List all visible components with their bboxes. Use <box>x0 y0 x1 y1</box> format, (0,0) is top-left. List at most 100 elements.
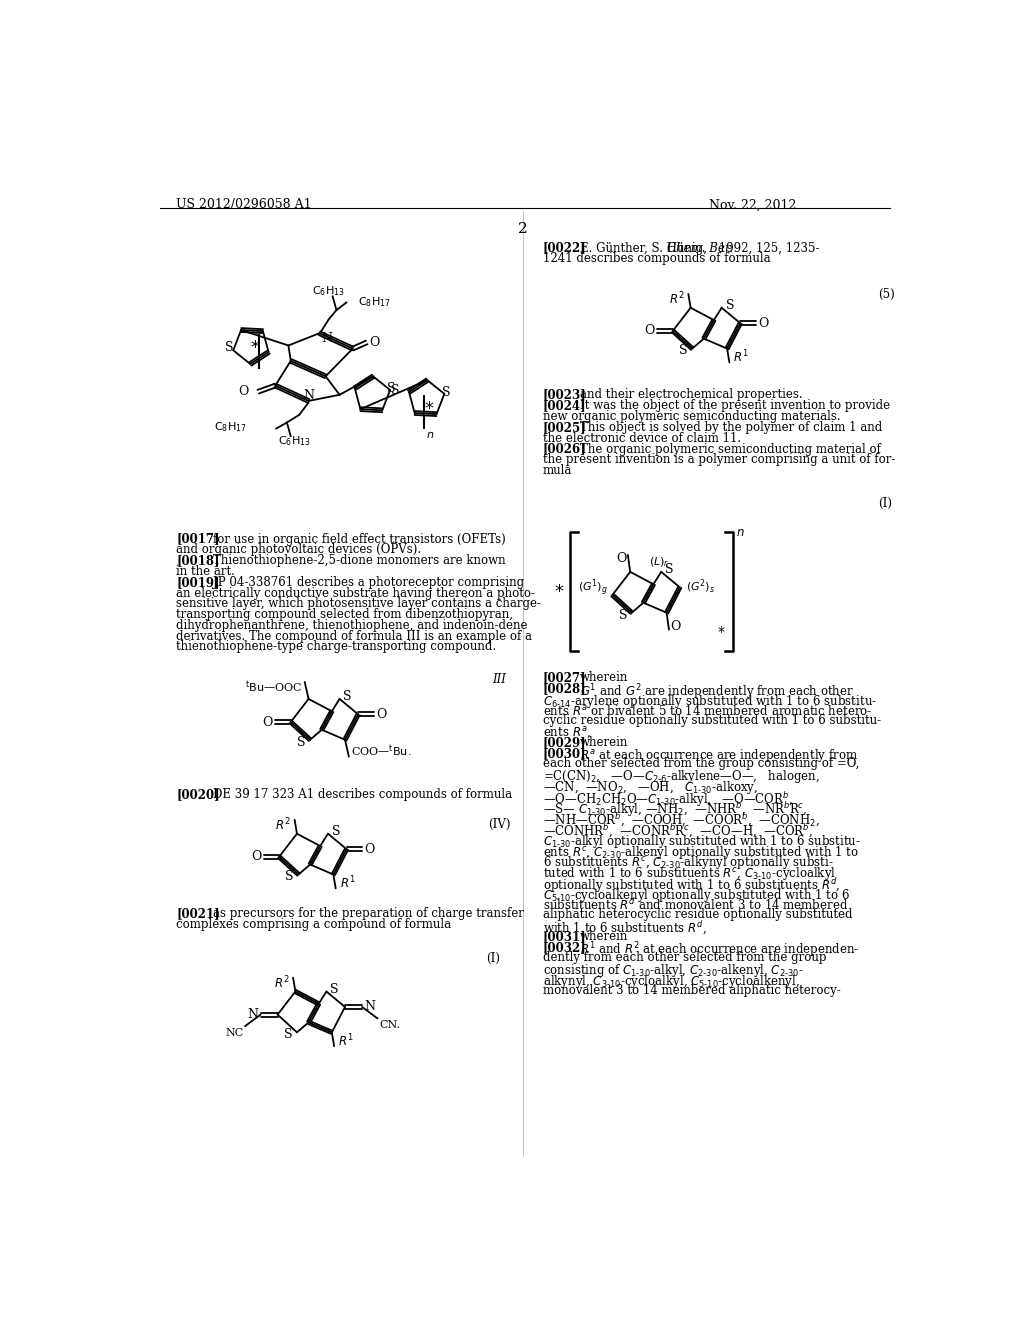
Text: dently from each other selected from the group: dently from each other selected from the… <box>543 952 826 965</box>
Text: $R^a$ at each occurrence are independently from: $R^a$ at each occurrence are independent… <box>580 747 858 764</box>
Text: monovalent 3 to 14 membered aliphatic heterocy-: monovalent 3 to 14 membered aliphatic he… <box>543 983 841 997</box>
Text: $R^2$: $R^2$ <box>273 974 289 991</box>
Text: dihydrophenanthrene, thienothiophene, and indenoin-dene: dihydrophenanthrene, thienothiophene, an… <box>176 619 527 632</box>
Text: [0017]: [0017] <box>176 533 219 545</box>
Text: as precursors for the preparation of charge transfer: as precursors for the preparation of cha… <box>213 907 524 920</box>
Text: US 2012/0296058 A1: US 2012/0296058 A1 <box>176 198 311 211</box>
Text: —S— $C_{1\text{-}30}$-alkyl, —NH$_2$,  —NHR$^b$,  —NR$^b$R$^c$,: —S— $C_{1\text{-}30}$-alkyl, —NH$_2$, —N… <box>543 800 807 820</box>
Text: mula: mula <box>543 465 572 477</box>
Text: *: * <box>250 339 259 358</box>
Text: [0024]: [0024] <box>543 400 587 412</box>
Text: new organic polymeric semiconducting materials.: new organic polymeric semiconducting mat… <box>543 411 841 424</box>
Text: wherein: wherein <box>580 737 628 748</box>
Text: S: S <box>679 345 687 358</box>
Text: S: S <box>387 381 396 395</box>
Text: $C_{5\text{-}10}$-cycloalkenyl optionally substituted with 1 to 6: $C_{5\text{-}10}$-cycloalkenyl optionall… <box>543 887 850 904</box>
Text: $R^2$: $R^2$ <box>669 290 684 308</box>
Text: derivatives. The compound of formula III is an example of a: derivatives. The compound of formula III… <box>176 630 532 643</box>
Text: ents $R^c$, $C_{2\text{-}30}$-alkenyl optionally substituted with 1 to: ents $R^c$, $C_{2\text{-}30}$-alkenyl op… <box>543 843 858 861</box>
Text: N: N <box>321 331 332 345</box>
Text: [0032]: [0032] <box>543 941 587 954</box>
Text: with 1 to 6 substituents $R^d$,: with 1 to 6 substituents $R^d$, <box>543 919 707 936</box>
Text: —CN,  —NO$_2$,   —OH,   $C_{1\text{-}30}$-alkoxy,: —CN, —NO$_2$, —OH, $C_{1\text{-}30}$-alk… <box>543 779 758 796</box>
Text: *: * <box>718 624 724 639</box>
Text: III: III <box>493 673 506 686</box>
Text: and their electrochemical properties.: and their electrochemical properties. <box>580 388 803 401</box>
Text: ents $R^a$ or bivalent 5 to 14 membered aromatic hetero-: ents $R^a$ or bivalent 5 to 14 membered … <box>543 704 871 718</box>
Text: $R^2$: $R^2$ <box>275 817 291 833</box>
Text: [0022]: [0022] <box>543 242 587 255</box>
Text: O: O <box>758 317 768 330</box>
Text: $n$: $n$ <box>426 430 434 440</box>
Text: S: S <box>441 385 451 399</box>
Text: This object is solved by the polymer of claim 1 and: This object is solved by the polymer of … <box>580 421 882 434</box>
Text: S: S <box>618 609 627 622</box>
Text: $\mathsf{C_6H_{13}}$: $\mathsf{C_6H_{13}}$ <box>279 434 311 447</box>
Text: S: S <box>286 870 294 883</box>
Text: ents $R^a$,: ents $R^a$, <box>543 725 591 741</box>
Text: thienothiophene-type charge-transporting compound.: thienothiophene-type charge-transporting… <box>176 640 497 653</box>
Text: consisting of $C_{1\text{-}30}$-alkyl, $C_{2\text{-}30}$-alkenyl, $C_{2\text{-}3: consisting of $C_{1\text{-}30}$-alkyl, $… <box>543 962 803 979</box>
Text: $R^1$: $R^1$ <box>340 875 355 891</box>
Text: $\mathsf{C_8H_{17}}$: $\mathsf{C_8H_{17}}$ <box>214 420 247 434</box>
Text: [0027]: [0027] <box>543 671 587 684</box>
Text: DE 39 17 323 A1 describes compounds of formula: DE 39 17 323 A1 describes compounds of f… <box>213 788 512 801</box>
Text: JP 04-338761 describes a photoreceptor comprising: JP 04-338761 describes a photoreceptor c… <box>213 576 524 589</box>
Text: COO—$\mathsf{^tBu.}$: COO—$\mathsf{^tBu.}$ <box>351 743 412 759</box>
Text: N: N <box>247 1008 258 1022</box>
Text: [0019]: [0019] <box>176 576 219 589</box>
Text: [0031]: [0031] <box>543 929 587 942</box>
Text: $R^1$ and $R^2$ at each occurrence are independen-: $R^1$ and $R^2$ at each occurrence are i… <box>580 941 859 961</box>
Text: E. Günther, S. Hünig,: E. Günther, S. Hünig, <box>580 242 711 255</box>
Text: 2: 2 <box>518 222 528 235</box>
Text: $\mathsf{C_6H_{13}}$: $\mathsf{C_6H_{13}}$ <box>312 285 345 298</box>
Text: [0029]: [0029] <box>543 737 587 748</box>
Text: the present invention is a polymer comprising a unit of for-: the present invention is a polymer compr… <box>543 453 895 466</box>
Text: 1241 describes compounds of formula: 1241 describes compounds of formula <box>543 252 770 265</box>
Text: [0030]: [0030] <box>543 747 587 760</box>
Text: O: O <box>262 715 273 729</box>
Text: =C(CN)$_2$,   —O—$C_{2\text{-}6}$-alkylene—O—,   halogen,: =C(CN)$_2$, —O—$C_{2\text{-}6}$-alkylene… <box>543 768 819 785</box>
Text: $(G^2)_s$: $(G^2)_s$ <box>686 578 716 597</box>
Text: substituents $R^d$ and monovalent 3 to 14 membered: substituents $R^d$ and monovalent 3 to 1… <box>543 898 848 913</box>
Text: [0021]: [0021] <box>176 907 220 920</box>
Text: —NH—COR$^b$,  —COOH,  —COOR$^b$,  —CONH$_2$,: —NH—COR$^b$, —COOH, —COOR$^b$, —CONH$_2$… <box>543 812 819 829</box>
Text: N: N <box>303 389 314 403</box>
Text: S: S <box>726 298 734 312</box>
Text: S: S <box>665 564 674 576</box>
Text: (5): (5) <box>879 288 895 301</box>
Text: [0023]: [0023] <box>543 388 587 401</box>
Text: NC: NC <box>225 1028 244 1038</box>
Text: N: N <box>365 1001 376 1014</box>
Text: O: O <box>365 842 375 855</box>
Text: —O—CH$_2$CH$_2$O—$C_{1\text{-}30}$-alkyl,   —O—COR$^b$,: —O—CH$_2$CH$_2$O—$C_{1\text{-}30}$-alkyl… <box>543 789 793 809</box>
Text: *: * <box>424 400 433 418</box>
Text: the electronic device of claim 11.: the electronic device of claim 11. <box>543 432 740 445</box>
Text: for use in organic field effect transistors (OFETs): for use in organic field effect transist… <box>213 533 506 545</box>
Text: S: S <box>331 982 339 995</box>
Text: each other selected from the group consisting of =O,: each other selected from the group consi… <box>543 758 859 771</box>
Text: Nov. 22, 2012: Nov. 22, 2012 <box>710 198 797 211</box>
Text: [0026]: [0026] <box>543 442 587 455</box>
Text: transporting compound selected from dibenzothiopyran,: transporting compound selected from dibe… <box>176 609 513 622</box>
Text: optionally substituted with 1 to 6 substituents $R^d$,: optionally substituted with 1 to 6 subst… <box>543 876 840 895</box>
Text: [0025]: [0025] <box>543 421 587 434</box>
Text: [0018]: [0018] <box>176 554 219 568</box>
Text: Thienothiophene-2,5-dione monomers are known: Thienothiophene-2,5-dione monomers are k… <box>213 554 506 568</box>
Text: S: S <box>343 690 352 704</box>
Text: and organic photovoltaic devices (OPVs).: and organic photovoltaic devices (OPVs). <box>176 544 421 557</box>
Text: $n$: $n$ <box>736 525 745 539</box>
Text: $C_{6\text{-}14}$-arylene optionally substituted with 1 to 6 substitu-: $C_{6\text{-}14}$-arylene optionally sub… <box>543 693 877 710</box>
Text: an electrically conductive substrate having thereon a photo-: an electrically conductive substrate hav… <box>176 586 536 599</box>
Text: $(L)_r$: $(L)_r$ <box>648 554 669 569</box>
Text: sensitive layer, which photosensitive layer contains a charge-: sensitive layer, which photosensitive la… <box>176 598 541 610</box>
Text: (I): (I) <box>879 498 892 511</box>
Text: O: O <box>616 552 627 565</box>
Text: *: * <box>555 582 563 601</box>
Text: $C_{1\text{-}30}$-alkyl optionally substituted with 1 to 6 substitu-: $C_{1\text{-}30}$-alkyl optionally subst… <box>543 833 860 850</box>
Text: in the art.: in the art. <box>176 565 234 578</box>
Text: $(G^1)_g$: $(G^1)_g$ <box>579 577 608 598</box>
Text: $\mathsf{^tBu}$—OOC: $\mathsf{^tBu}$—OOC <box>245 680 302 696</box>
Text: O: O <box>376 708 386 721</box>
Text: O: O <box>369 335 380 348</box>
